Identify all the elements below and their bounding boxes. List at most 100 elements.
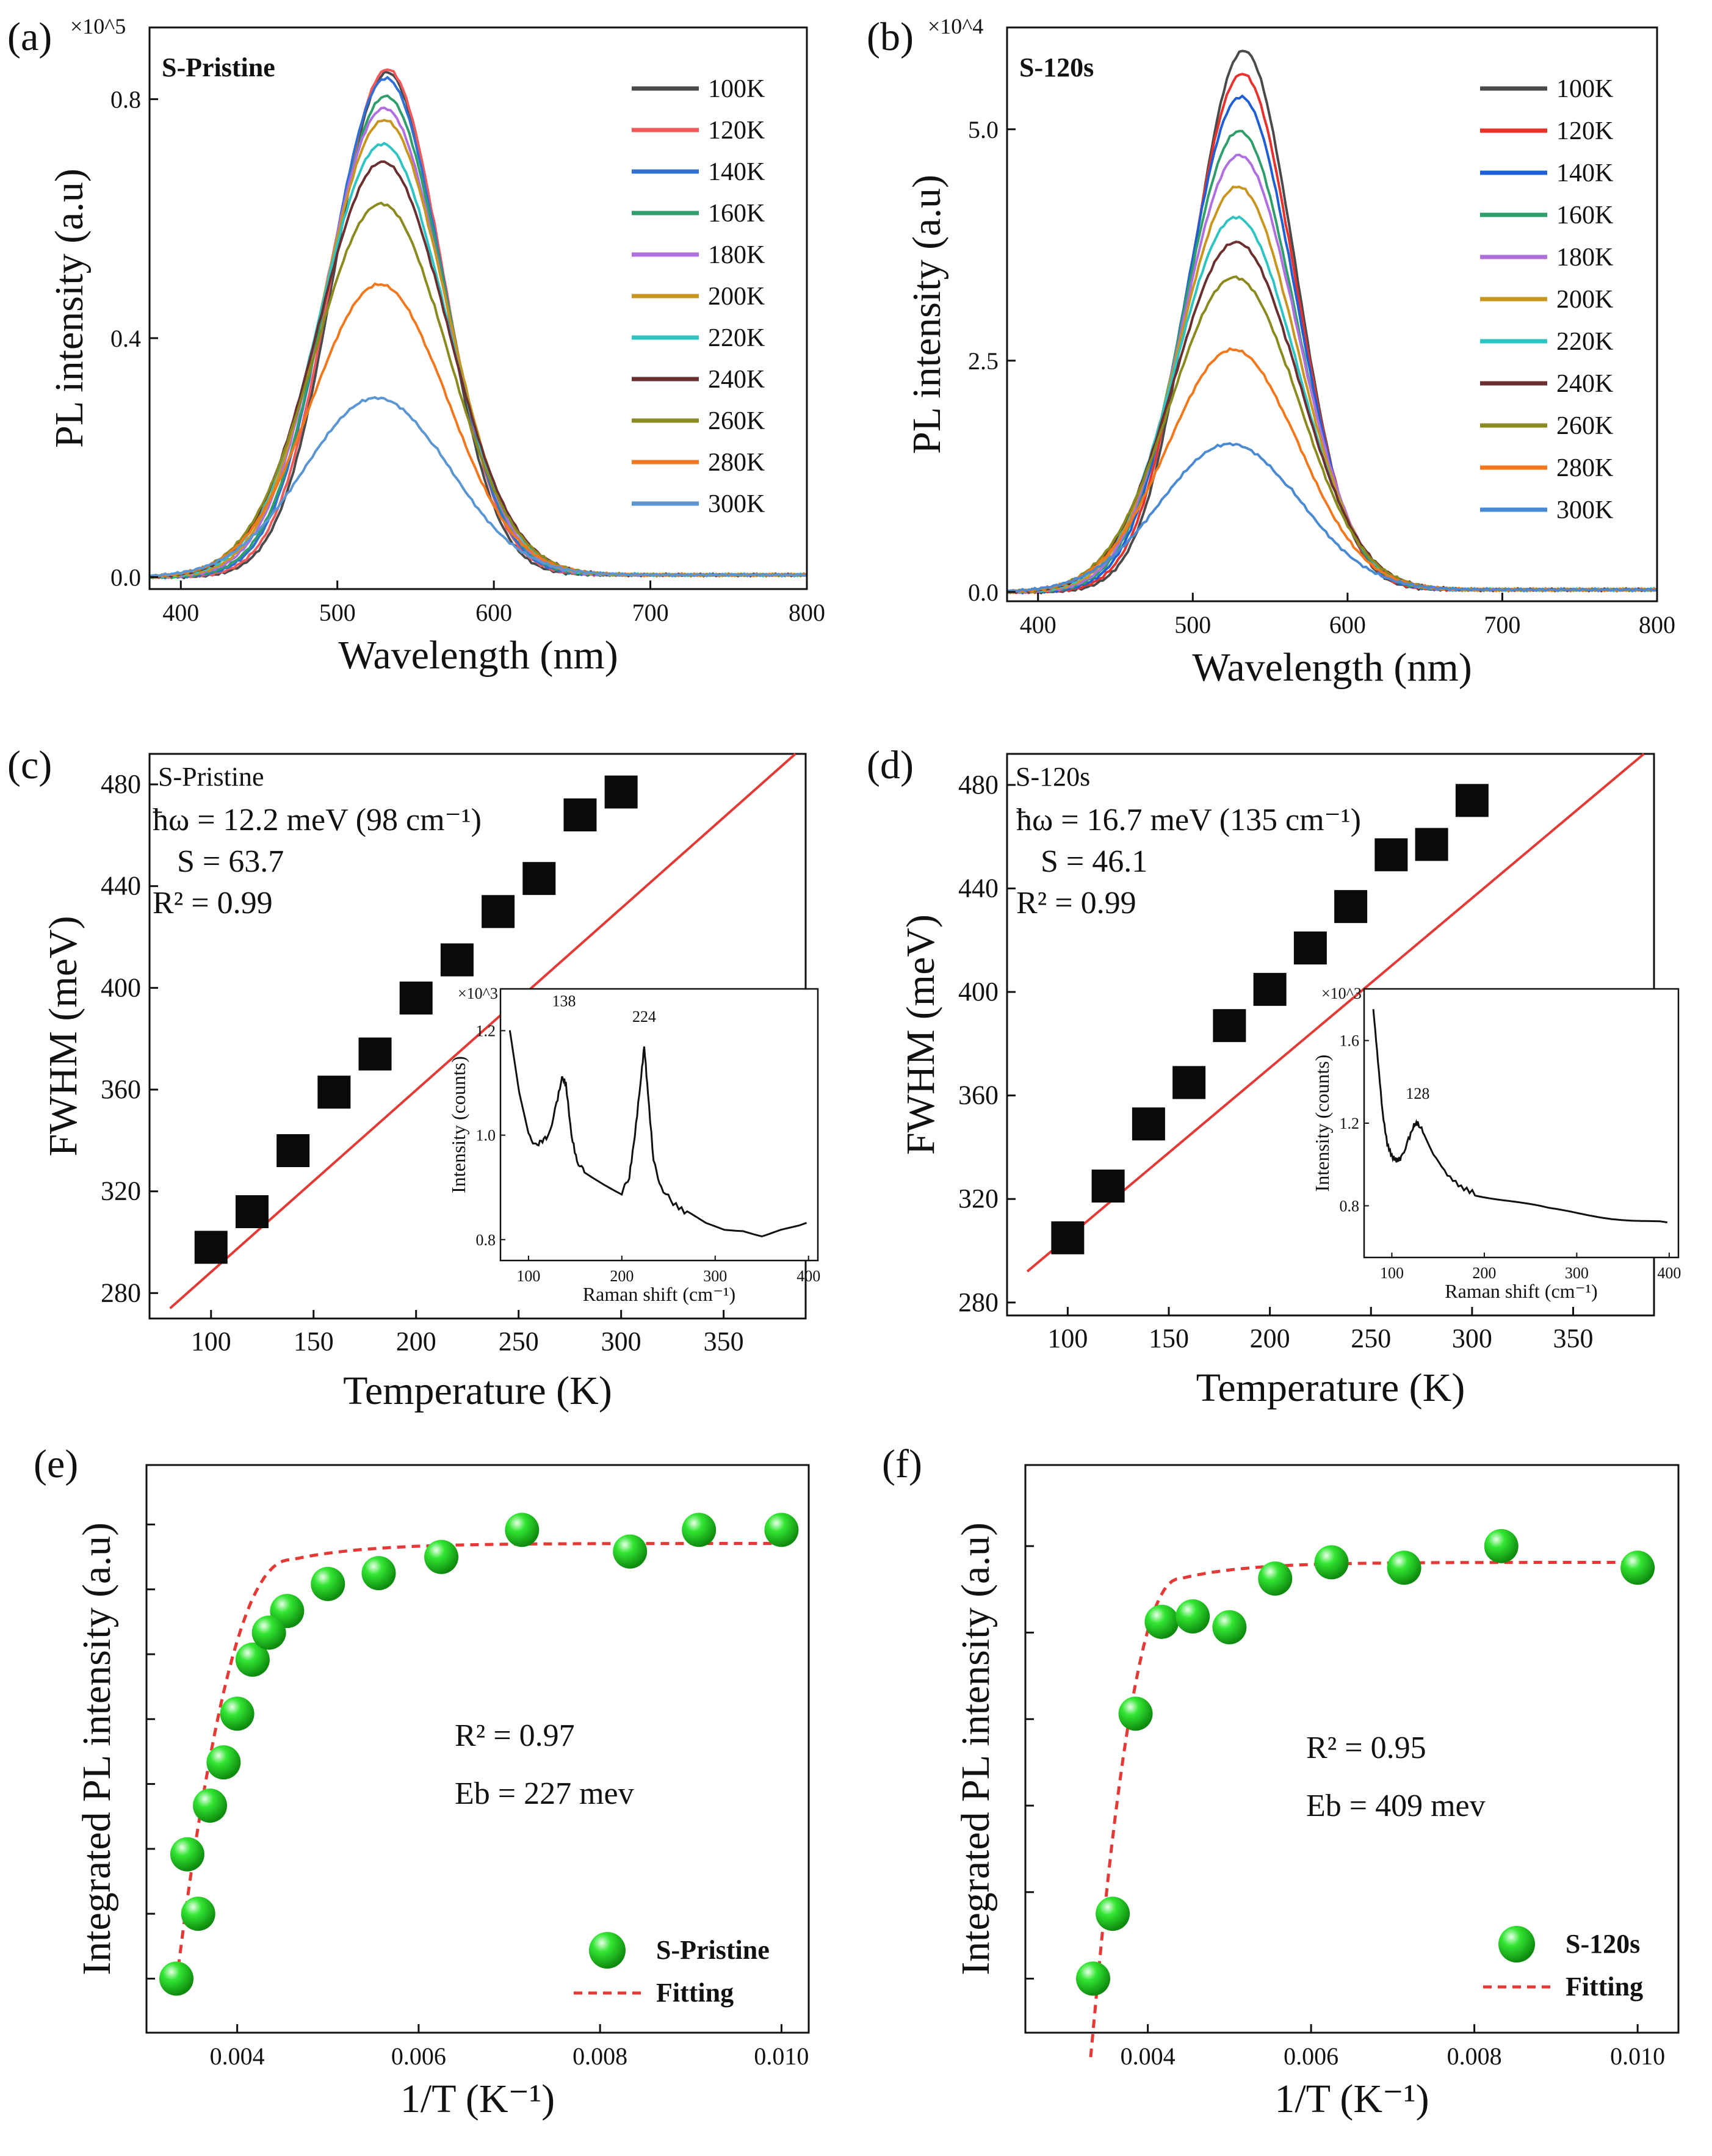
chart-c-ytick-label: 400 — [101, 972, 141, 1002]
chart-b-ytick-label: 5.0 — [968, 116, 999, 143]
legend-label-sample: S-Pristine — [656, 1935, 770, 1965]
data-point-sphere — [1258, 1561, 1293, 1596]
inset-y-title: Intensity (counts) — [447, 1056, 469, 1193]
inset-y-title: Intensity (counts) — [1311, 1055, 1333, 1192]
chart-d-ytick-label: 360 — [958, 1080, 999, 1110]
panel-label-c: (c) — [7, 743, 52, 787]
inset-xtick-label: 100 — [1380, 1264, 1404, 1282]
legend-sphere — [589, 1932, 626, 1969]
chart-b-ytick-label: 2.5 — [968, 347, 999, 375]
chart-a-ytick-label: 0.8 — [110, 85, 141, 113]
legend-label-220K: 220K — [708, 324, 765, 352]
legend-label-160K: 160K — [708, 200, 765, 228]
inset-xtick-label: 200 — [610, 1267, 634, 1285]
chart-d-xtick-label: 300 — [1452, 1323, 1492, 1353]
data-point-square — [399, 982, 433, 1015]
data-point-sphere — [1144, 1604, 1179, 1639]
inset-xtick-label: 300 — [703, 1267, 727, 1285]
chart-c-ytick-label: 320 — [101, 1176, 141, 1206]
chart-a: 400 500 600 700 800 0.0 0.4 0.8 Wavelength (nm) P… — [47, 14, 825, 678]
data-point-sphere — [424, 1539, 459, 1574]
data-point-sphere — [1314, 1545, 1349, 1580]
chart-d-xtick-label: 350 — [1553, 1323, 1594, 1353]
legend-label-220K: 220K — [1556, 328, 1613, 356]
inset-raman-curve — [508, 1030, 807, 1238]
inset-peak-label: 128 — [1406, 1085, 1429, 1102]
chart-e-xtick-label: 0.004 — [210, 2042, 265, 2070]
fit-line — [169, 753, 796, 1309]
panel-label-e: (e) — [34, 1442, 78, 1486]
data-point-square — [1132, 1107, 1165, 1141]
data-point-sphere — [682, 1513, 717, 1547]
chart-c-xtick-label: 350 — [704, 1326, 744, 1356]
legend-label-240K: 240K — [708, 366, 765, 394]
fit-line — [1026, 753, 1645, 1273]
panel-label-b: (b) — [867, 15, 914, 59]
data-point-sphere — [1176, 1599, 1210, 1633]
chart-e-xtick-label: 0.010 — [754, 2042, 809, 2070]
data-point-sphere — [1387, 1550, 1421, 1585]
chart-d: 100 150 200 250 300 350 280 320 360 400 440 480 Temp… — [898, 753, 1681, 1410]
legend-label-fitting: Fitting — [656, 1978, 734, 2008]
inset-raman-curve — [1372, 1009, 1667, 1223]
legend-label-100K: 100K — [1556, 75, 1613, 103]
fit-curve — [1089, 1561, 1638, 2058]
chart-b-xtick-label: 500 — [1174, 611, 1211, 638]
data-point-square — [1334, 890, 1368, 924]
x-axis-title: 1/T (K⁻¹) — [400, 2077, 555, 2121]
fit-annotation: Eb = 227 mev — [455, 1776, 634, 1811]
chart-b-xtick-label: 600 — [1329, 611, 1366, 638]
data-point-square — [1293, 931, 1327, 964]
data-point-square — [440, 943, 474, 977]
data-point-sphere — [251, 1615, 286, 1650]
spectrum-line-300K — [149, 396, 807, 578]
inset-frame — [499, 988, 819, 1262]
legend-label-120K: 120K — [1556, 117, 1613, 145]
inset-peak-label: 224 — [632, 1008, 656, 1026]
chart-a-ytick-label: 0.0 — [110, 563, 141, 591]
data-point-square — [235, 1195, 269, 1228]
legend-label-280K: 280K — [1556, 454, 1613, 482]
chart-e-xtick-label: 0.008 — [572, 2042, 627, 2070]
chart-c-ytick-label: 480 — [101, 769, 141, 799]
sample-label: S-120s — [1019, 52, 1094, 82]
data-point-square — [522, 862, 556, 895]
chart-c-ytick-label: 360 — [101, 1074, 141, 1104]
fit-annotation: Eb = 409 mev — [1306, 1789, 1486, 1823]
data-point-square — [194, 1231, 228, 1264]
inset-xtick-label: 100 — [516, 1267, 540, 1285]
y-axis-title: PL intensity (a.u) — [47, 168, 92, 448]
data-point-sphere — [181, 1897, 215, 1931]
chart-d-xtick-label: 150 — [1149, 1323, 1189, 1353]
data-point-sphere — [361, 1556, 396, 1591]
data-point-sphere — [311, 1566, 345, 1601]
x-axis-title: Wavelength (nm) — [1192, 645, 1472, 690]
data-point-sphere — [1484, 1528, 1519, 1563]
axes-chart-a-frame — [148, 26, 808, 590]
inset-frame — [1363, 988, 1680, 1259]
chart-c-ytick-label: 440 — [101, 871, 141, 901]
data-point-square — [358, 1037, 392, 1071]
chart-d-xtick-label: 100 — [1047, 1323, 1088, 1353]
chart-a-xtick-label: 800 — [789, 599, 825, 626]
legend-label-120K: 120K — [708, 117, 765, 145]
data-point-square — [1051, 1221, 1085, 1254]
inset-xtick-label: 400 — [796, 1267, 820, 1285]
chart-c-ytick-label: 280 — [101, 1278, 141, 1308]
chart-d-xtick-label: 200 — [1250, 1323, 1290, 1353]
inset-xtick-label: 400 — [1657, 1264, 1681, 1282]
y-axis-title: PL intensity (a.u) — [905, 175, 949, 454]
chart-f-xtick-label: 0.004 — [1121, 2042, 1176, 2070]
y-axis-title: Integrated PL intensity (a.u) — [953, 1522, 998, 1975]
legend-label-260K: 260K — [1556, 412, 1613, 440]
axes-chart-f-frame — [1024, 1464, 1680, 2034]
legend-label-180K: 180K — [1556, 244, 1613, 272]
data-point-square — [1374, 838, 1408, 872]
chart-b: 400 500 600 700 800 0.0 2.5 5.0 Wavelength (nm) P… — [905, 14, 1675, 690]
y-multiplier: ×10^5 — [70, 14, 126, 38]
data-point-sphere — [764, 1513, 799, 1547]
data-point-square — [1172, 1066, 1206, 1099]
legend-label-140K: 140K — [1556, 159, 1613, 187]
legend-label-200K: 200K — [1556, 286, 1613, 314]
